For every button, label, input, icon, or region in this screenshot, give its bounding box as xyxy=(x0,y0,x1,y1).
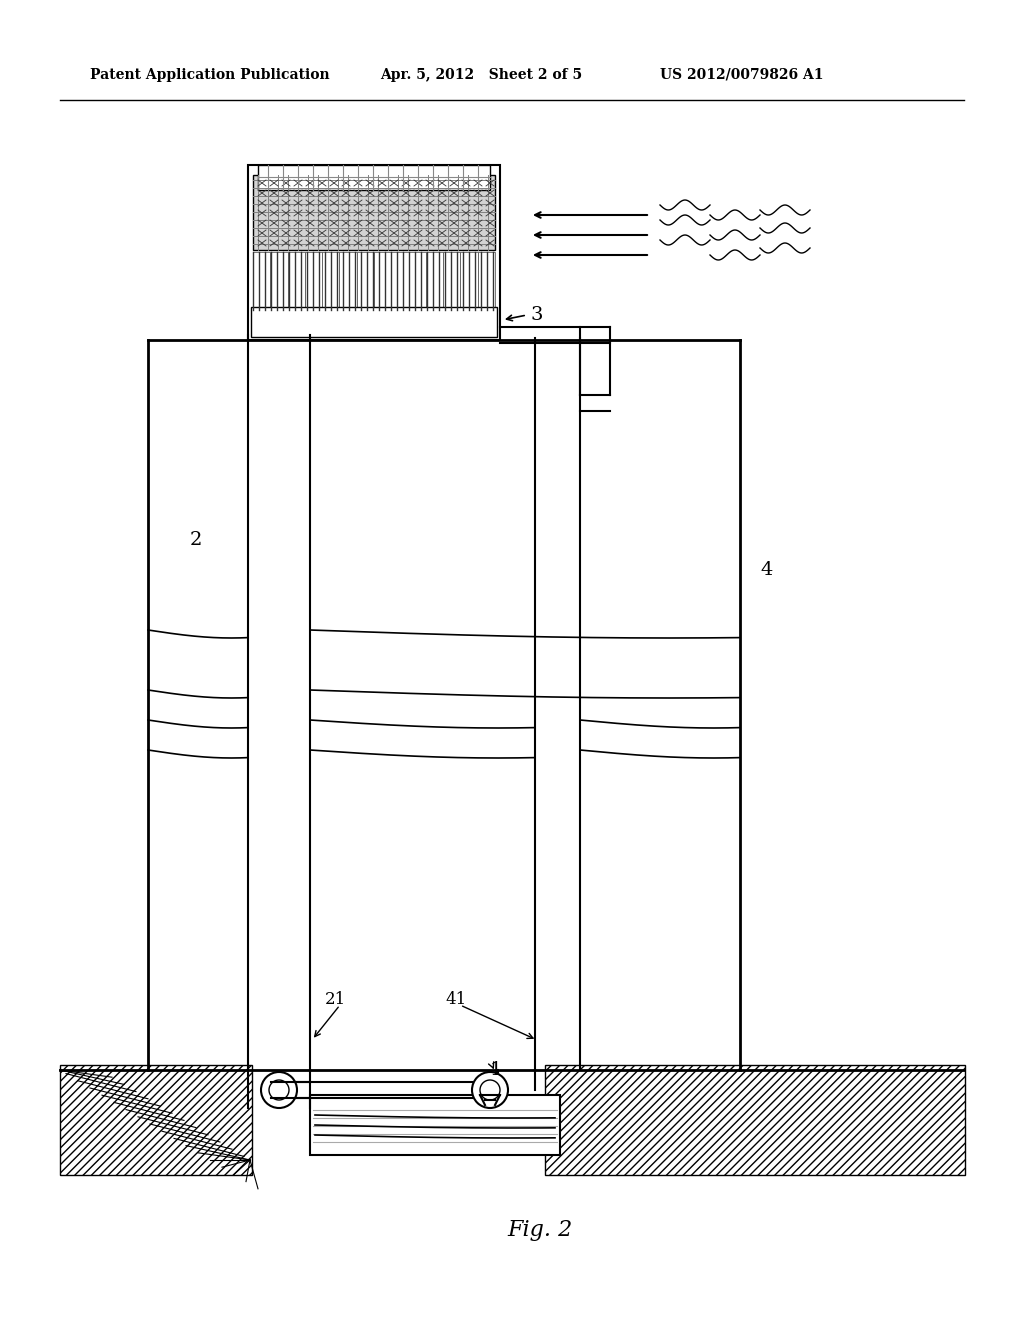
Bar xyxy=(60,1065,252,1175)
Bar xyxy=(253,176,495,249)
Bar xyxy=(270,252,288,310)
Bar xyxy=(258,165,490,190)
Text: 41: 41 xyxy=(445,991,466,1008)
Circle shape xyxy=(261,1072,297,1107)
Text: 2: 2 xyxy=(190,531,203,549)
Bar xyxy=(374,252,391,310)
Bar xyxy=(288,252,305,310)
Bar xyxy=(443,252,461,310)
Text: Apr. 5, 2012   Sheet 2 of 5: Apr. 5, 2012 Sheet 2 of 5 xyxy=(380,69,582,82)
Text: Patent Application Publication: Patent Application Publication xyxy=(90,69,330,82)
Text: 3: 3 xyxy=(530,306,543,323)
Text: 4: 4 xyxy=(760,561,772,579)
Bar xyxy=(391,252,409,310)
Circle shape xyxy=(472,1072,508,1107)
Bar xyxy=(248,165,500,341)
Bar xyxy=(545,1065,965,1175)
Bar xyxy=(478,252,495,310)
Text: 1: 1 xyxy=(490,1061,503,1078)
Bar xyxy=(339,252,356,310)
Text: Fig. 2: Fig. 2 xyxy=(507,1218,572,1241)
Bar xyxy=(426,252,443,310)
Circle shape xyxy=(269,1080,289,1100)
Bar xyxy=(253,252,270,310)
Bar xyxy=(251,308,497,337)
Bar xyxy=(305,252,323,310)
Bar xyxy=(356,252,374,310)
Bar xyxy=(310,1096,560,1155)
Text: 21: 21 xyxy=(325,991,346,1008)
Circle shape xyxy=(480,1080,500,1100)
Text: US 2012/0079826 A1: US 2012/0079826 A1 xyxy=(660,69,823,82)
Bar xyxy=(60,1071,250,1180)
Bar xyxy=(409,252,426,310)
Bar xyxy=(461,252,478,310)
Bar xyxy=(323,252,339,310)
